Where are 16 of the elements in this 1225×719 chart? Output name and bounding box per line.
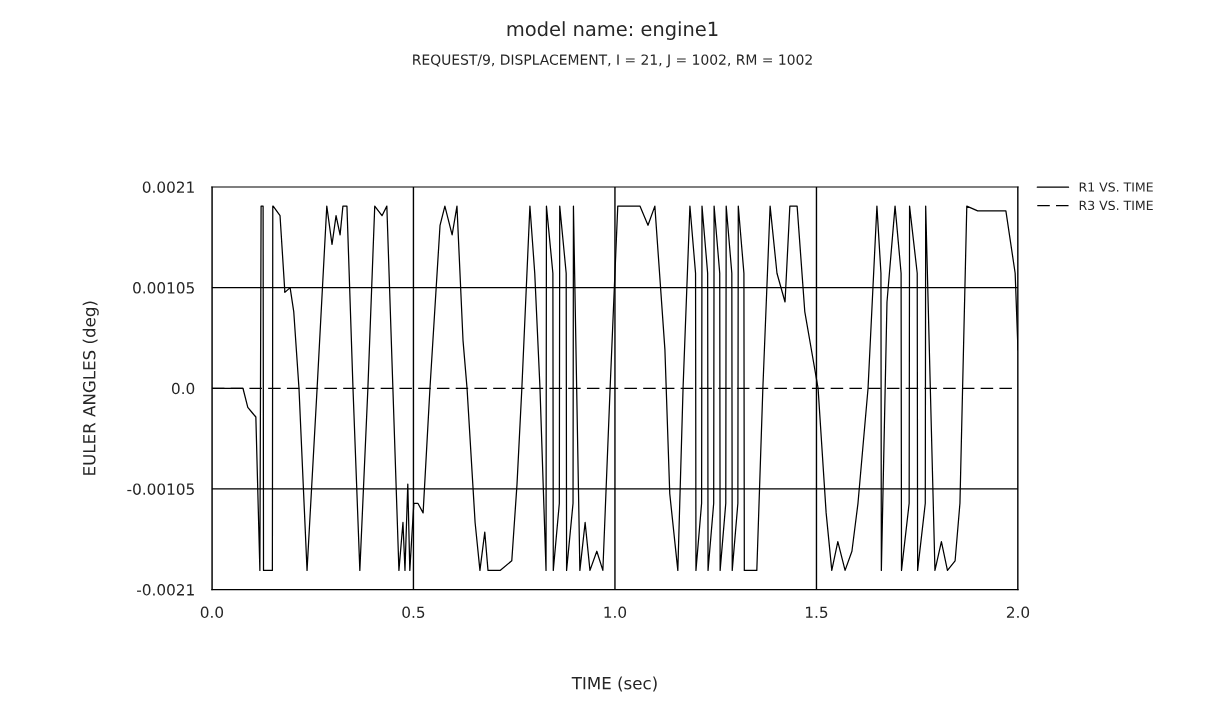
x-tick-label: 1.0 (604, 606, 627, 619)
legend-label: R3 VS. TIME (1079, 200, 1153, 211)
x-tick-label: 0.5 (402, 606, 425, 619)
legend-label: R1 VS. TIME (1079, 182, 1153, 192)
y-axis-title: EULER ANGLES (deg) (82, 301, 99, 475)
x-tick-label: 2.0 (1006, 606, 1030, 619)
y-tick-label: 0.0021 (142, 181, 194, 193)
chart-subtitle: REQUEST/9, DISPLACEMENT, I = 21, J = 1002, RM = 1002 (413, 54, 812, 68)
y-tick-label: -0.0021 (137, 584, 194, 596)
x-tick-label: 1.5 (805, 606, 828, 619)
y-tick-label: 0.00105 (133, 282, 194, 294)
chart-title: model name: engine1 (507, 21, 718, 40)
x-tick-label: 0.0 (200, 606, 224, 619)
y-tick-label: 0.0 (171, 382, 195, 395)
y-tick-label: -0.00105 (127, 483, 194, 495)
x-axis-title: TIME (sec) (571, 676, 657, 692)
